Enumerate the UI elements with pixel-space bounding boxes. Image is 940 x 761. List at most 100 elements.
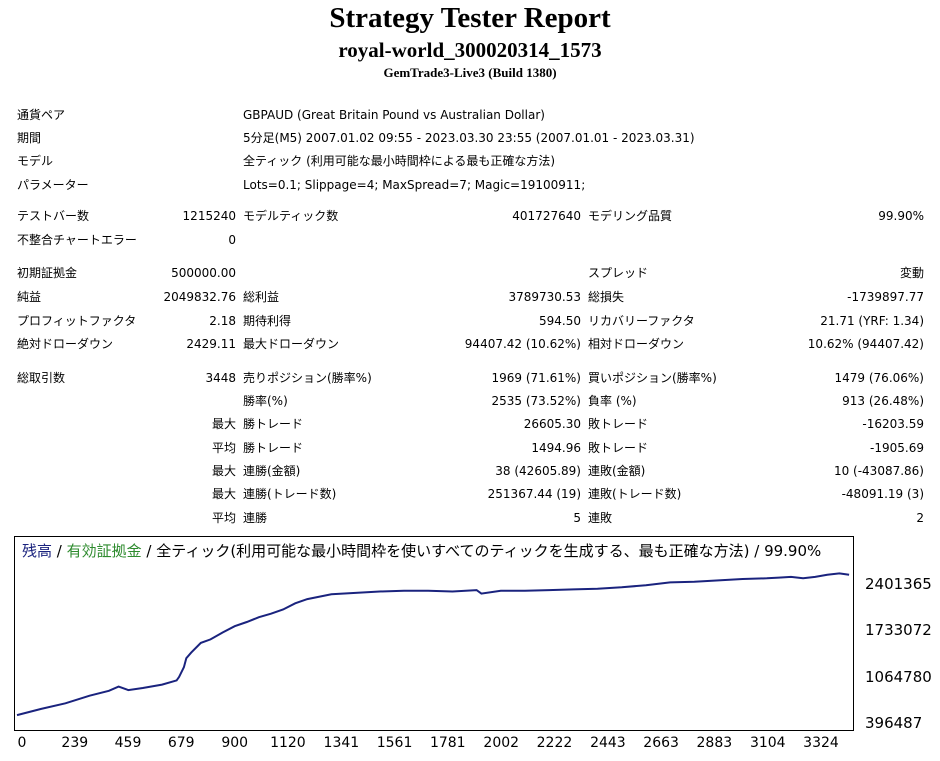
cons-wins-amt-label: 連勝(金額) (243, 464, 301, 478)
gross-loss-label: 総損失 (588, 290, 625, 304)
largest-loss-label: 敗トレード (588, 417, 649, 431)
maximum-prefix: 最大 (211, 464, 236, 478)
y-tick-label-2: 1733072 (865, 621, 932, 640)
cons-loss-tr-value: -48091.19 (3) (841, 487, 924, 501)
quality-label: モデリング品質 (588, 209, 673, 223)
payoff-label: 期待利得 (243, 314, 292, 328)
legend-sep: / (52, 542, 67, 560)
y-tick-label-3: 2401365 (865, 574, 932, 593)
build-info: GemTrade3-Live3 (Build 1380) (383, 65, 557, 80)
avg-loss-value: -1905.69 (870, 441, 924, 455)
cons-wins-tr-label: 連勝(トレード数) (243, 487, 337, 501)
mismatch-label: 不整合チャートエラー (17, 233, 137, 247)
period-label: 期間 (17, 131, 42, 145)
gross-profit-label: 総利益 (243, 290, 280, 304)
short-label: 売りポジション(勝率%) (243, 371, 372, 385)
legend-equity: 有効証拠金 (66, 542, 142, 560)
ticks-label: モデルティック数 (243, 209, 339, 223)
largest-loss-value: -16203.59 (862, 417, 924, 431)
bars-label: テストバー数 (17, 209, 90, 223)
x-tick-label-3: 679 (167, 735, 195, 751)
recovery-label: リカバリーファクタ (588, 314, 695, 328)
x-tick-label-14: 3104 (749, 735, 786, 751)
cons-loss-tr-label: 連敗(トレード数) (588, 487, 682, 501)
win-label: 勝率(%) (243, 394, 288, 408)
x-tick-label-8: 1781 (429, 735, 466, 751)
x-tick-label-12: 2663 (643, 735, 679, 751)
x-tick-label-6: 1341 (323, 735, 360, 751)
model-value: 全ティック (利用可能な最小時間枠による最も正確な方法) (243, 154, 556, 168)
x-tick-label-5: 1120 (270, 735, 306, 751)
pf-value: 2.18 (209, 314, 236, 328)
model-label: モデル (17, 154, 54, 168)
ticks-value: 401727640 (512, 209, 581, 223)
cons-loss-amt-value: 10 (-43087.86) (833, 464, 924, 478)
max-dd-label: 最大ドローダウン (243, 337, 340, 351)
rel-dd-value: 10.62% (94407.42) (807, 337, 924, 351)
pf-label: プロフィットファクタ (17, 314, 137, 328)
params-label: パラメーター (17, 178, 89, 192)
y-tick-label-1: 1064780 (865, 667, 932, 686)
chart-frame (14, 536, 854, 731)
x-tick-label-0: 0 (17, 735, 27, 751)
spread-label: スプレッド (588, 266, 649, 280)
avg-win-label: 勝トレード (243, 441, 304, 455)
average-prefix: 平均 (211, 441, 236, 455)
payoff-value: 594.50 (539, 314, 581, 328)
maximal-prefix: 最大 (211, 487, 236, 501)
bars-value: 1215240 (182, 209, 236, 223)
loss-value: 913 (26.48%) (842, 394, 924, 408)
params-value: Lots=0.1; Slippage=4; MaxSpread=7; Magic… (243, 178, 586, 192)
report-subtitle: royal-world_300020314_1573 (338, 38, 602, 62)
largest-prefix: 最大 (211, 417, 236, 431)
avg-loss-label: 敗トレード (588, 441, 649, 455)
abs-dd-value: 2429.11 (186, 337, 236, 351)
avg-win-value: 1494.96 (531, 441, 581, 455)
x-tick-label-4: 900 (221, 735, 249, 751)
loss-label: 負率 (%) (588, 394, 637, 408)
cons-wins-amt-value: 38 (42605.89) (495, 464, 581, 478)
chart-legend: 残高 / 有効証拠金 / 全ティック(利用可能な最小時間枠を使いすべてのティック… (22, 540, 821, 561)
net-value: 2049832.76 (163, 290, 236, 304)
trades-label: 総取引数 (17, 371, 66, 385)
y-tick-label-0: 396487 (865, 714, 923, 732)
cons-wins-tr-value: 251367.44 (19) (487, 487, 581, 501)
largest-win-value: 26605.30 (523, 417, 581, 431)
x-tick-label-1: 239 (61, 735, 89, 751)
cons-loss-amt-label: 連敗(金額) (588, 464, 646, 478)
long-label: 買いポジション(勝率%) (588, 371, 717, 385)
mismatch-value: 0 (228, 233, 236, 247)
x-tick-label-9: 2002 (483, 735, 520, 751)
long-value: 1479 (76.06%) (834, 371, 924, 385)
x-tick-label-13: 2883 (696, 735, 733, 751)
avg-cons-loss-value: 2 (916, 511, 924, 525)
avg-cons-prefix: 平均 (211, 511, 236, 525)
short-value: 1969 (71.61%) (491, 371, 581, 385)
trades-value: 3448 (205, 371, 236, 385)
symbol-value: GBPAUD (Great Britain Pound vs Australia… (243, 108, 545, 122)
report-title: Strategy Tester Report (329, 2, 611, 34)
avg-cons-wins-label: 連勝 (243, 511, 268, 525)
x-tick-label-15: 3324 (803, 735, 839, 751)
rel-dd-label: 相対ドローダウン (588, 337, 685, 351)
balance-line (16, 572, 850, 717)
balance-chart (16, 572, 850, 717)
symbol-label: 通貨ペア (17, 108, 66, 122)
net-label: 純益 (17, 290, 42, 304)
gross-profit-value: 3789730.53 (508, 290, 581, 304)
x-tick-label-2: 459 (114, 735, 142, 751)
deposit-label: 初期証拠金 (17, 266, 78, 280)
win-value: 2535 (73.52%) (491, 394, 581, 408)
max-dd-value: 94407.42 (10.62%) (464, 337, 581, 351)
deposit-value: 500000.00 (171, 266, 236, 280)
largest-win-label: 勝トレード (243, 417, 304, 431)
spread-value: 変動 (899, 266, 924, 280)
gross-loss-value: -1739897.77 (847, 290, 924, 304)
avg-cons-wins-value: 5 (573, 511, 581, 525)
legend-balance: 残高 (22, 542, 53, 560)
abs-dd-label: 絶対ドローダウン (17, 337, 114, 351)
period-value: 5分足(M5) 2007.01.02 09:55 - 2023.03.30 23… (243, 131, 695, 145)
x-tick-label-10: 2222 (536, 735, 573, 751)
x-tick-label-11: 2443 (590, 735, 626, 751)
legend-rest: / 全ティック(利用可能な最小時間枠を使いすべてのティックを生成する、最も正確な… (141, 542, 822, 560)
